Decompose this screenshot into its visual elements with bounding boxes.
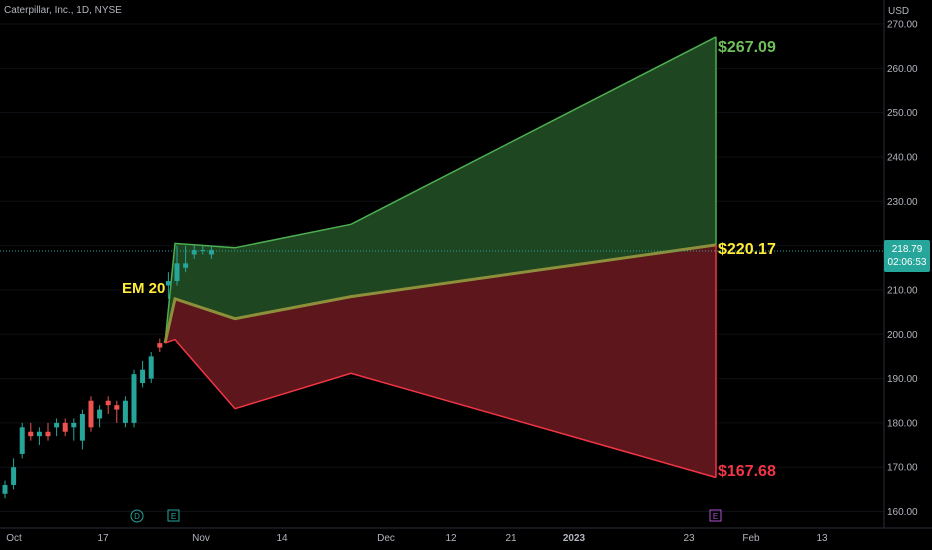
price-tick-label: 200.00 bbox=[887, 330, 918, 341]
lower-target-label: $167.68 bbox=[718, 463, 776, 480]
candle bbox=[122, 396, 128, 428]
candle-body bbox=[183, 263, 189, 268]
last-price-badge: 218.79 02:06:53 bbox=[884, 240, 930, 272]
lower-band-fill bbox=[165, 244, 716, 478]
candle-body bbox=[114, 405, 120, 410]
candle bbox=[114, 400, 120, 423]
time-tick-label: 21 bbox=[505, 533, 517, 544]
earnings-icon: E bbox=[713, 512, 718, 521]
candle-body bbox=[131, 374, 137, 423]
upper-band-fill bbox=[165, 36, 716, 344]
candle bbox=[131, 369, 137, 428]
time-tick-label: Nov bbox=[192, 533, 210, 544]
candle bbox=[11, 458, 17, 490]
candle-body bbox=[79, 414, 85, 441]
candle bbox=[36, 427, 42, 446]
price-tick-label: 250.00 bbox=[887, 108, 918, 119]
time-tick-label: Dec bbox=[377, 533, 395, 544]
candle bbox=[97, 405, 103, 428]
time-tick-label: Oct bbox=[6, 533, 22, 544]
candle bbox=[79, 409, 85, 450]
symbol-header[interactable]: Caterpillar, Inc., 1D, NYSE bbox=[4, 5, 122, 16]
candle bbox=[62, 418, 68, 437]
candle-body bbox=[11, 467, 17, 485]
time-tick-label: 23 bbox=[683, 533, 695, 544]
candle-body bbox=[45, 431, 51, 437]
candle-body bbox=[174, 263, 180, 282]
candle-body bbox=[36, 431, 42, 437]
em-label: EM 20 bbox=[122, 280, 165, 297]
time-tick-label: 12 bbox=[445, 533, 457, 544]
candle-body bbox=[97, 409, 103, 419]
candle bbox=[157, 338, 163, 352]
candle bbox=[105, 396, 111, 415]
mid-target-label: $220.17 bbox=[718, 241, 776, 258]
candle-body bbox=[54, 422, 60, 428]
candle bbox=[88, 396, 94, 432]
last-price-value: 218.79 bbox=[891, 244, 923, 255]
price-tick-label: 270.00 bbox=[887, 20, 918, 31]
earnings-icon: E bbox=[171, 512, 176, 521]
candle-body bbox=[140, 369, 146, 384]
candle-body bbox=[191, 250, 197, 255]
candle-body bbox=[165, 281, 171, 286]
candle-body bbox=[208, 250, 214, 255]
time-tick-label: 2023 bbox=[563, 533, 586, 544]
price-tick-label: 180.00 bbox=[887, 418, 918, 429]
candle bbox=[71, 418, 77, 441]
candle bbox=[191, 245, 197, 259]
candle-body bbox=[105, 400, 111, 406]
candle bbox=[174, 245, 180, 286]
candle bbox=[183, 245, 189, 273]
upper-target-label: $267.09 bbox=[718, 39, 776, 56]
candle bbox=[2, 480, 8, 499]
candlestick-series bbox=[2, 245, 214, 499]
time-tick-label: Feb bbox=[742, 533, 760, 544]
earnings-marker[interactable]: E bbox=[167, 509, 180, 522]
time-tick-label: 13 bbox=[816, 533, 828, 544]
mid-band-line bbox=[163, 243, 717, 344]
dividend-icon: D bbox=[134, 512, 140, 521]
candle-body bbox=[62, 422, 68, 432]
price-tick-label: 240.00 bbox=[887, 152, 918, 163]
candle-body bbox=[19, 427, 25, 454]
candle-body bbox=[122, 400, 128, 423]
candle-body bbox=[88, 400, 94, 428]
candle bbox=[54, 418, 60, 437]
price-tick-label: 190.00 bbox=[887, 374, 918, 385]
candle bbox=[19, 422, 25, 459]
price-tick-label: 210.00 bbox=[887, 285, 918, 296]
candle-body bbox=[200, 250, 206, 252]
expected-move-bands bbox=[163, 36, 717, 479]
candle bbox=[140, 360, 146, 388]
price-tick-label: 230.00 bbox=[887, 197, 918, 208]
candle bbox=[200, 245, 206, 255]
time-axis[interactable]: Oct 17 Nov 14 Dec 12 21 2023 23 Feb 13 bbox=[6, 533, 828, 544]
candle-body bbox=[157, 343, 163, 348]
upper-band-line bbox=[164, 36, 717, 344]
time-tick-label: 17 bbox=[97, 533, 109, 544]
candle bbox=[28, 422, 34, 441]
price-tick-label: 170.00 bbox=[887, 463, 918, 474]
bar-countdown: 02:06:53 bbox=[887, 257, 927, 268]
lower-band-line bbox=[164, 338, 717, 479]
candle bbox=[45, 422, 51, 441]
candle bbox=[148, 351, 154, 384]
dividend-marker[interactable]: D bbox=[130, 509, 144, 523]
time-tick-label: 14 bbox=[276, 533, 288, 544]
price-tick-label: 260.00 bbox=[887, 64, 918, 75]
candle-body bbox=[28, 431, 34, 437]
candle-body bbox=[2, 484, 8, 494]
price-tick-label: 160.00 bbox=[887, 507, 918, 518]
candle bbox=[208, 245, 214, 259]
candle-body bbox=[71, 422, 77, 428]
currency-label: USD bbox=[888, 6, 910, 17]
earnings-marker-upcoming[interactable]: E bbox=[709, 509, 722, 522]
candle bbox=[165, 272, 171, 299]
candle-body bbox=[148, 356, 154, 379]
